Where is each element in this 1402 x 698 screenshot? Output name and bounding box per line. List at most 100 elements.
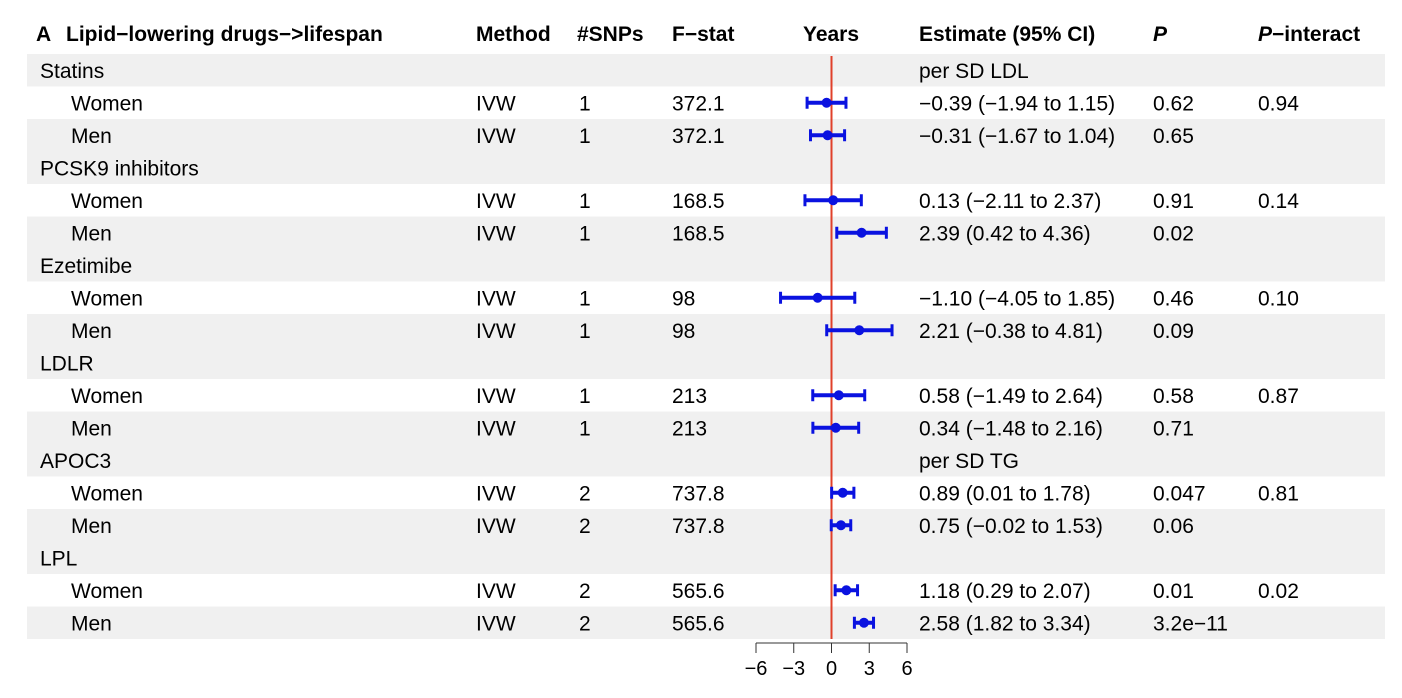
row-p-interact: 0.02 bbox=[1258, 580, 1299, 603]
row-snps: 2 bbox=[579, 613, 591, 636]
group-label: LPL bbox=[40, 548, 77, 571]
estimate-point bbox=[835, 520, 846, 531]
row-estimate: 0.13 (−2.11 to 2.37) bbox=[919, 190, 1101, 213]
row-snps: 1 bbox=[579, 223, 591, 246]
row-shading bbox=[27, 54, 1385, 639]
row-bg bbox=[27, 119, 1385, 152]
row-p: 0.65 bbox=[1153, 125, 1194, 148]
table-rows: Statins per SD LDL Women IVW 1 372.1 −0.39 (−1… bbox=[40, 60, 1299, 636]
row-p: 0.047 bbox=[1153, 483, 1206, 506]
row-snps: 1 bbox=[579, 385, 591, 408]
row-estimate: −1.10 (−4.05 to 1.85) bbox=[919, 288, 1115, 311]
row-bg bbox=[27, 606, 1385, 639]
group-label: PCSK9 inhibitors bbox=[40, 158, 199, 181]
chart-title: Lipid−lowering drugs−>lifespan bbox=[66, 23, 383, 46]
group-note: per SD TG bbox=[919, 450, 1019, 473]
row-snps: 1 bbox=[579, 418, 591, 441]
group-row-bg bbox=[27, 444, 1385, 477]
row-p-interact: 0.94 bbox=[1258, 93, 1299, 116]
row-p-interact: 0.87 bbox=[1258, 385, 1299, 408]
header-years: Years bbox=[803, 23, 859, 46]
x-tick-label: −6 bbox=[745, 658, 768, 680]
row-p-interact: 0.10 bbox=[1258, 288, 1299, 311]
row-label: Men bbox=[71, 613, 112, 636]
estimate-point bbox=[854, 325, 865, 336]
row-estimate: 2.58 (1.82 to 3.34) bbox=[919, 613, 1091, 636]
row-method: IVW bbox=[476, 580, 516, 603]
row-method: IVW bbox=[476, 515, 516, 538]
row-label: Men bbox=[71, 515, 112, 538]
header-p-interact-suffix: −interact bbox=[1272, 23, 1360, 46]
row-method: IVW bbox=[476, 223, 516, 246]
row-estimate: 0.89 (0.01 to 1.78) bbox=[919, 483, 1091, 506]
row-bg bbox=[27, 216, 1385, 249]
row-estimate: 0.75 (−0.02 to 1.53) bbox=[919, 515, 1103, 538]
group-label: LDLR bbox=[40, 353, 94, 376]
row-p: 0.02 bbox=[1153, 223, 1194, 246]
row-estimate: 2.39 (0.42 to 4.36) bbox=[919, 223, 1091, 246]
row-fstat: 372.1 bbox=[672, 125, 725, 148]
row-p-interact: 0.81 bbox=[1258, 483, 1299, 506]
row-fstat: 168.5 bbox=[672, 190, 725, 213]
row-label: Men bbox=[71, 418, 112, 441]
row-method: IVW bbox=[476, 613, 516, 636]
group-note: per SD LDL bbox=[919, 60, 1029, 83]
row-estimate: −0.39 (−1.94 to 1.15) bbox=[919, 93, 1115, 116]
row-estimate: 2.21 (−0.38 to 4.81) bbox=[919, 320, 1103, 343]
header-p-interact: P−interact bbox=[1258, 23, 1360, 46]
estimate-point bbox=[841, 585, 852, 596]
row-label: Women bbox=[71, 190, 143, 213]
row-p: 0.09 bbox=[1153, 320, 1194, 343]
header-estimate: Estimate (95% CI) bbox=[919, 23, 1095, 46]
group-label: APOC3 bbox=[40, 450, 111, 473]
group-row-bg bbox=[27, 541, 1385, 574]
estimate-point bbox=[822, 130, 833, 141]
row-p-interact: 0.14 bbox=[1258, 190, 1299, 213]
estimate-point bbox=[858, 617, 869, 628]
row-snps: 1 bbox=[579, 320, 591, 343]
x-tick-label: 3 bbox=[864, 658, 875, 680]
row-bg bbox=[27, 314, 1385, 347]
row-snps: 2 bbox=[579, 515, 591, 538]
row-label: Women bbox=[71, 385, 143, 408]
row-method: IVW bbox=[476, 418, 516, 441]
row-label: Women bbox=[71, 580, 143, 603]
estimate-point bbox=[830, 422, 841, 433]
row-bg bbox=[27, 509, 1385, 542]
x-tick-label: 0 bbox=[826, 658, 837, 680]
row-estimate: 0.58 (−1.49 to 2.64) bbox=[919, 385, 1103, 408]
row-label: Women bbox=[71, 288, 143, 311]
header-method: Method bbox=[476, 23, 551, 46]
estimate-point bbox=[828, 195, 839, 206]
row-snps: 1 bbox=[579, 93, 591, 116]
row-fstat: 372.1 bbox=[672, 93, 725, 116]
header-fstat: F−stat bbox=[672, 23, 734, 46]
row-bg bbox=[27, 411, 1385, 444]
header-p-interact-prefix: P bbox=[1258, 23, 1273, 46]
row-fstat: 98 bbox=[672, 288, 695, 311]
row-method: IVW bbox=[476, 125, 516, 148]
row-p: 0.71 bbox=[1153, 418, 1194, 441]
row-p: 0.62 bbox=[1153, 93, 1194, 116]
row-fstat: 213 bbox=[672, 385, 707, 408]
row-method: IVW bbox=[476, 288, 516, 311]
row-snps: 2 bbox=[579, 580, 591, 603]
row-method: IVW bbox=[476, 483, 516, 506]
row-fstat: 168.5 bbox=[672, 223, 725, 246]
row-p: 0.91 bbox=[1153, 190, 1194, 213]
row-fstat: 737.8 bbox=[672, 483, 725, 506]
row-method: IVW bbox=[476, 385, 516, 408]
row-label: Women bbox=[71, 483, 143, 506]
estimate-point bbox=[856, 227, 867, 238]
x-tick-label: 6 bbox=[901, 658, 912, 680]
x-tick-label: −3 bbox=[782, 658, 805, 680]
row-fstat: 213 bbox=[672, 418, 707, 441]
group-label: Statins bbox=[40, 60, 104, 83]
header-p: P bbox=[1153, 23, 1168, 46]
row-fstat: 737.8 bbox=[672, 515, 725, 538]
estimate-point bbox=[821, 97, 832, 108]
row-estimate: −0.31 (−1.67 to 1.04) bbox=[919, 125, 1115, 148]
row-label: Men bbox=[71, 223, 112, 246]
estimate-marks bbox=[779, 96, 894, 629]
